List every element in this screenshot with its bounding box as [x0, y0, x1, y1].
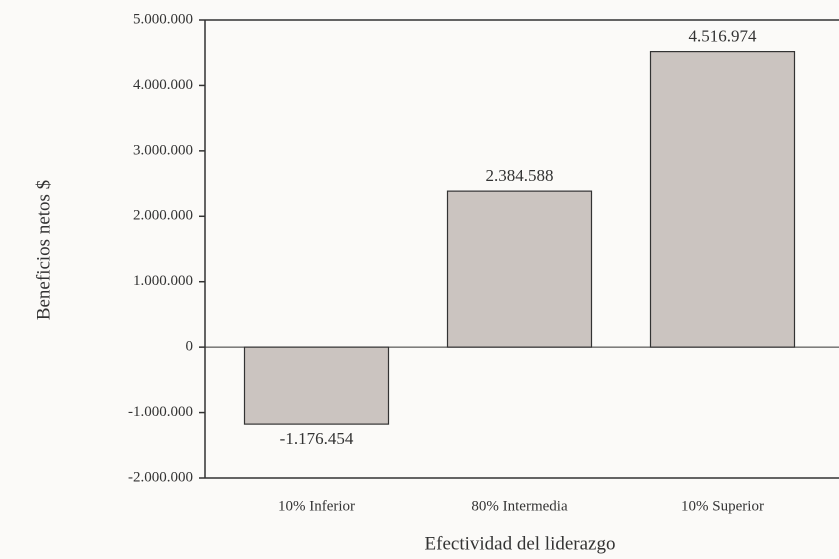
y-tick-label: 1.000.000 [133, 273, 193, 289]
y-tick-label: 3.000.000 [133, 142, 193, 158]
y-axis-label: Beneficios netos $ [33, 180, 54, 320]
data-label: 4.516.974 [689, 27, 758, 46]
y-tick-label: -2.000.000 [128, 469, 193, 485]
data-label: 2.384.588 [486, 166, 554, 185]
y-tick-label: 4.000.000 [133, 77, 193, 93]
y-tick-label: 5.000.000 [133, 11, 193, 27]
bar [649, 51, 796, 348]
bar [446, 190, 593, 348]
x-axis-label: Efectividad del liderazgo [425, 533, 616, 554]
y-tick-label: -1.000.000 [128, 404, 193, 420]
x-tick-label: 10% Superior [681, 498, 764, 514]
bar [243, 346, 390, 425]
x-tick-label: 80% Intermedia [471, 498, 568, 514]
y-tick-label: 0 [186, 339, 194, 355]
data-label: -1.176.454 [280, 429, 354, 448]
x-tick-label: 10% Inferior [278, 498, 355, 514]
y-tick-label: 2.000.000 [133, 208, 193, 224]
